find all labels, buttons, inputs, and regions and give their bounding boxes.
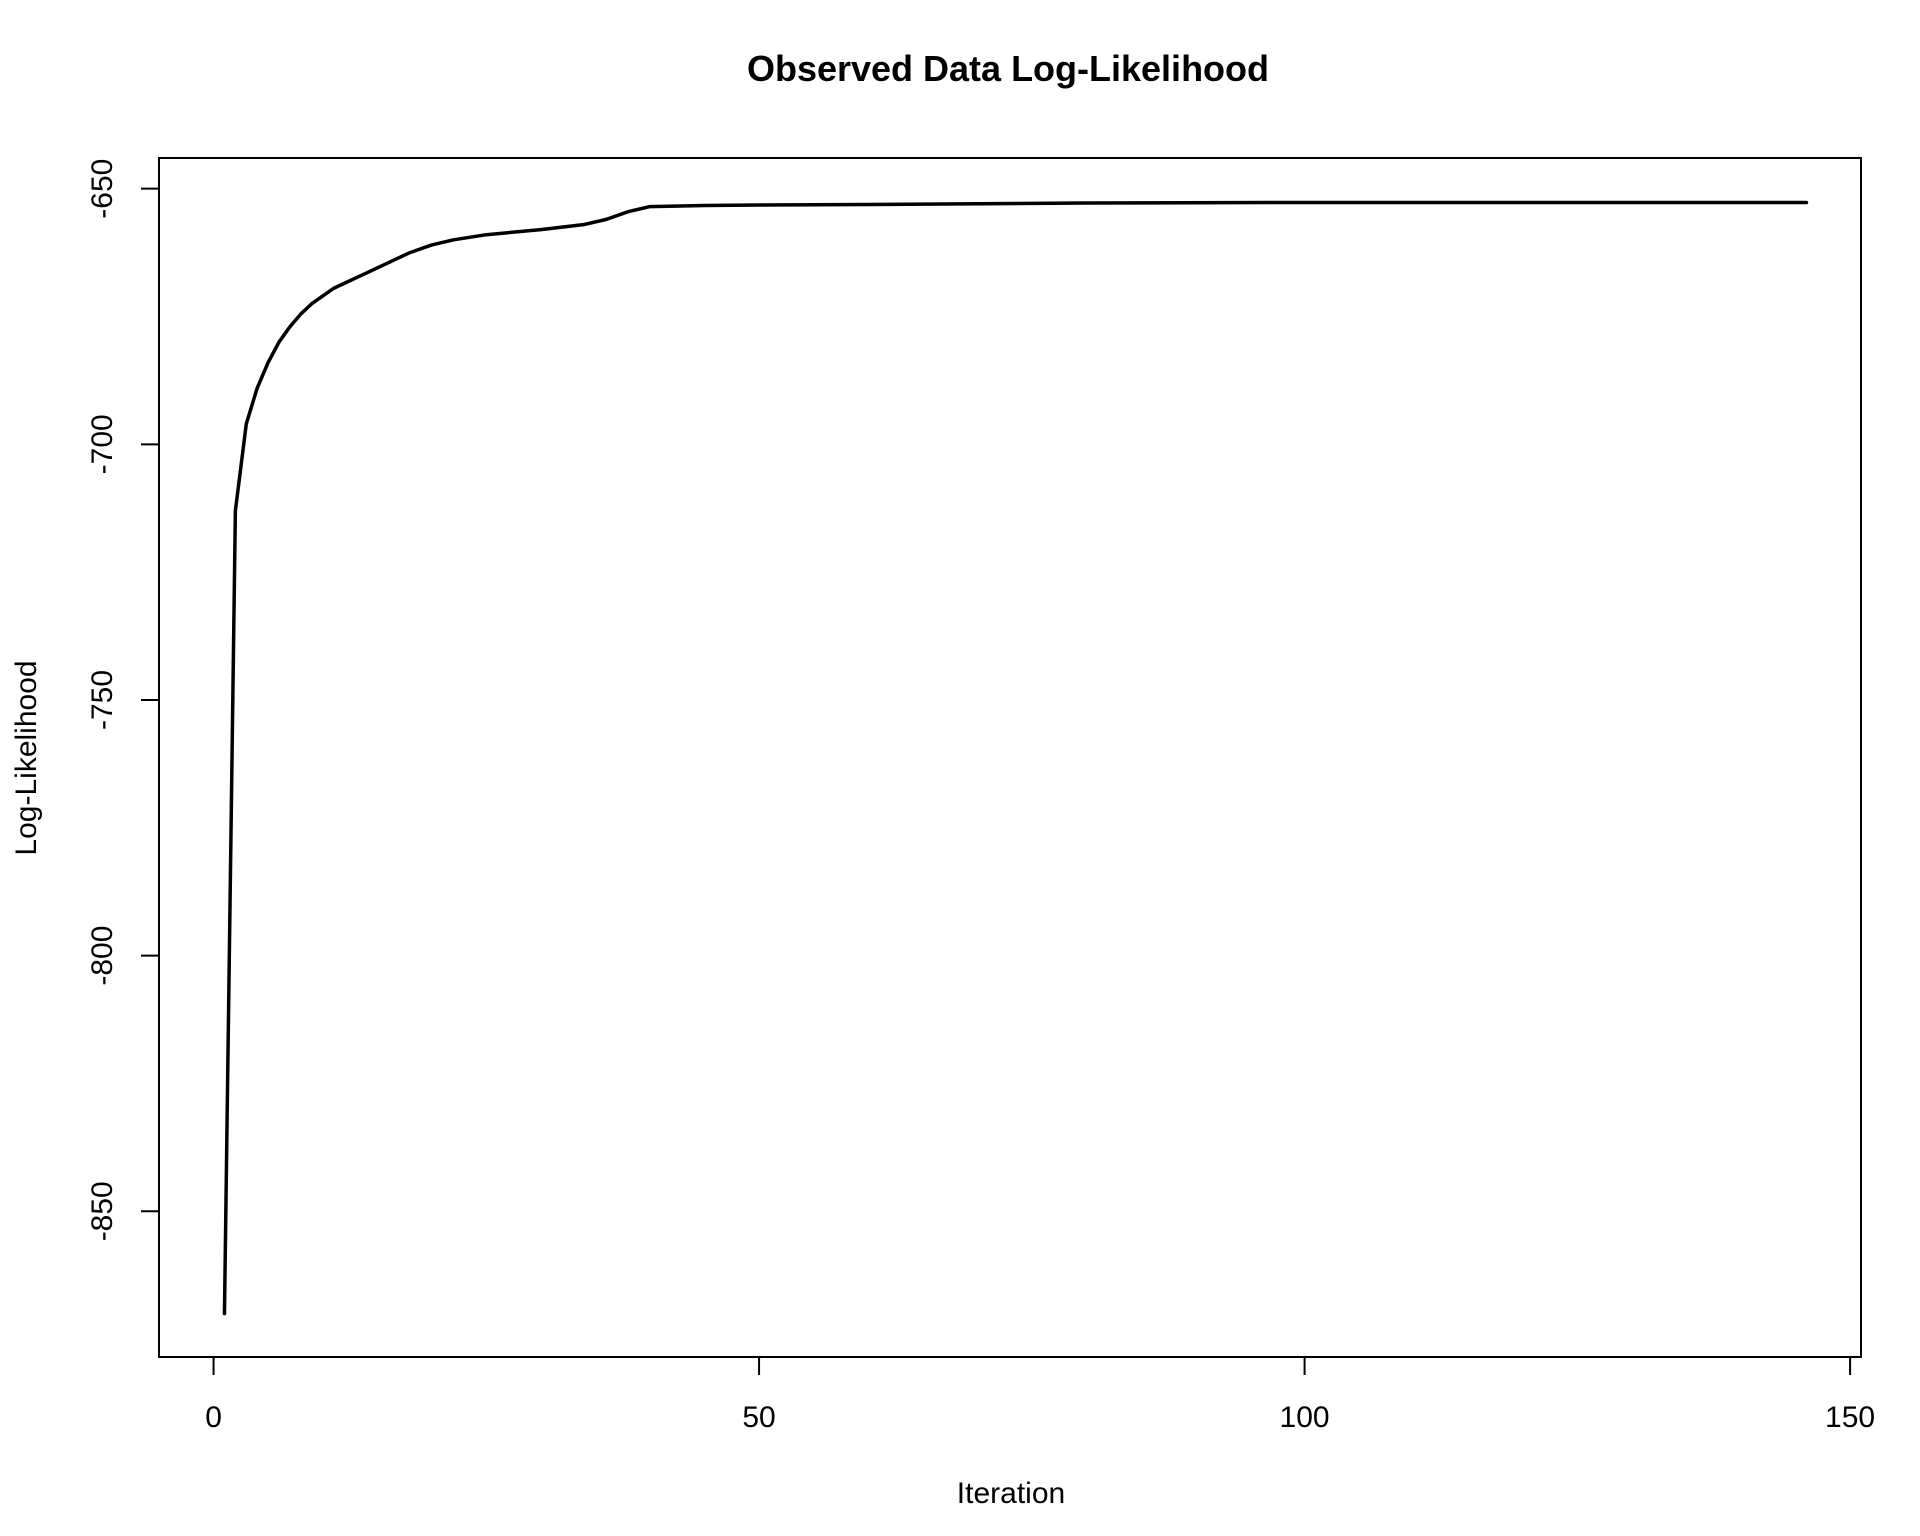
y-tick-label: -650 xyxy=(86,159,119,219)
x-ticks: 0 50 100 150 xyxy=(205,1357,1875,1434)
x-tick-label: 100 xyxy=(1280,1401,1330,1434)
plot-frame xyxy=(158,157,1862,1358)
y-axis-label: Log-Likelihood xyxy=(10,660,43,855)
chart-title: Observed Data Log-Likelihood xyxy=(747,48,1269,89)
y-tick-label: -700 xyxy=(86,414,119,474)
y-tick-label: -800 xyxy=(86,926,119,986)
x-axis-label: Iteration xyxy=(957,1477,1065,1510)
series-line-log-likelihood xyxy=(222,200,1809,1316)
y-axis: -650 -700 -750 -800 -850 xyxy=(86,159,160,1241)
y-tick-label: -750 xyxy=(86,670,119,730)
y-ticks: -650 -700 -750 -800 -850 xyxy=(86,159,159,1241)
x-tick-label: 0 xyxy=(205,1401,222,1434)
x-tick-label: 150 xyxy=(1825,1401,1875,1434)
x-tick-label: 50 xyxy=(742,1401,775,1434)
y-tick-label: -850 xyxy=(86,1181,119,1241)
x-axis: 0 50 100 150 xyxy=(205,1356,1875,1434)
